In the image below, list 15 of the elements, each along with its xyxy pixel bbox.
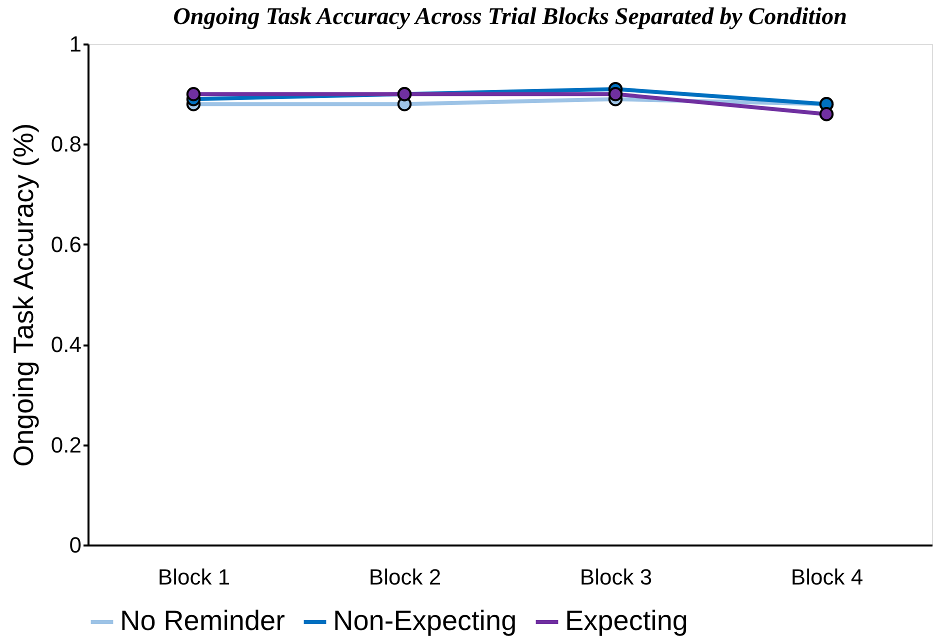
chart-title: Ongoing Task Accuracy Across Trial Blocks Separated by Condition: [173, 4, 847, 30]
y-tick-label: 0.2: [50, 432, 82, 458]
legend-label: Expecting: [565, 605, 688, 636]
legend-label: No Reminder: [120, 605, 285, 636]
y-tick-label: 0: [69, 532, 82, 558]
y-tick-label: 0.8: [50, 132, 82, 157]
x-tick-label: Block 1: [158, 564, 230, 590]
y-tick-label: 0.4: [50, 332, 82, 358]
y-axis-title: Ongoing Task Accuracy (%): [8, 123, 39, 467]
y-tick-label: 0.6: [50, 232, 82, 257]
legend-label: Non-Expecting: [333, 605, 517, 636]
x-tick-label: Block 2: [368, 564, 442, 590]
x-tick-label: Block 4: [790, 564, 864, 590]
y-tick-label: 1: [69, 32, 82, 56]
x-tick-label: Block 3: [580, 564, 652, 590]
